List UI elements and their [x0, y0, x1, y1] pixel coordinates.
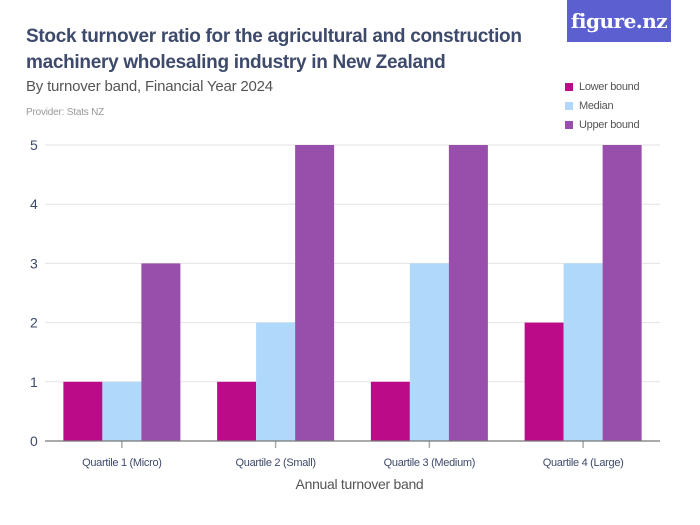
- legend-swatch-upper-bound: [565, 120, 573, 129]
- x-axis: Quartile 1 (Micro) Quartile 2 (Small) Quar…: [45, 440, 660, 469]
- bar-median: [256, 322, 296, 441]
- y-tick-label: 0: [30, 433, 38, 449]
- x-axis-title: Annual turnover band: [296, 476, 424, 492]
- x-tick-label: Quartile 3 (Medium): [384, 457, 476, 469]
- legend: Lower bound Median Upper bound: [565, 77, 640, 134]
- bar-lower-bound: [63, 381, 103, 441]
- legend-swatch-lower-bound: [565, 82, 573, 91]
- chart-subtitle: By turnover band, Financial Year 2024: [26, 78, 273, 95]
- legend-label: Lower bound: [579, 80, 640, 93]
- bar-lower-bound: [217, 381, 257, 441]
- bar-upper-bound: [448, 145, 488, 441]
- bar-upper-bound: [295, 145, 335, 441]
- bar-upper-bound: [602, 145, 642, 441]
- bar-median: [409, 263, 449, 441]
- y-tick-label: 3: [30, 255, 38, 271]
- legend-label: Upper bound: [579, 118, 640, 131]
- figure-nz-logo[interactable]: figure.nz: [567, 0, 671, 42]
- y-tick-label: 2: [30, 315, 38, 331]
- x-tick-label: Quartile 2 (Small): [236, 457, 316, 469]
- y-axis-ticks: 0 1 2 3 4 5: [30, 137, 38, 449]
- bar-upper-bound: [141, 263, 181, 441]
- legend-swatch-median: [565, 101, 573, 110]
- x-tick-label: Quartile 4 (Large): [543, 457, 624, 469]
- legend-label: Median: [579, 99, 614, 112]
- bar-median: [563, 263, 603, 441]
- legend-item-median: Median: [565, 96, 639, 115]
- provider-label: Provider: Stats NZ: [26, 107, 105, 118]
- bar-lower-bound: [370, 381, 410, 441]
- y-tick-label: 1: [30, 374, 38, 390]
- bar-median: [102, 381, 142, 441]
- y-tick-label: 4: [30, 196, 38, 212]
- chart-title: Stock turnover ratio for the agricultura…: [26, 26, 522, 73]
- y-tick-label: 5: [30, 137, 38, 153]
- legend-item-lower-bound: Lower bound: [565, 77, 640, 96]
- legend-item-upper-bound: Upper bound: [565, 115, 640, 134]
- bars: [63, 145, 642, 441]
- x-tick-label: Quartile 1 (Micro): [82, 457, 162, 469]
- bar-lower-bound: [524, 322, 564, 441]
